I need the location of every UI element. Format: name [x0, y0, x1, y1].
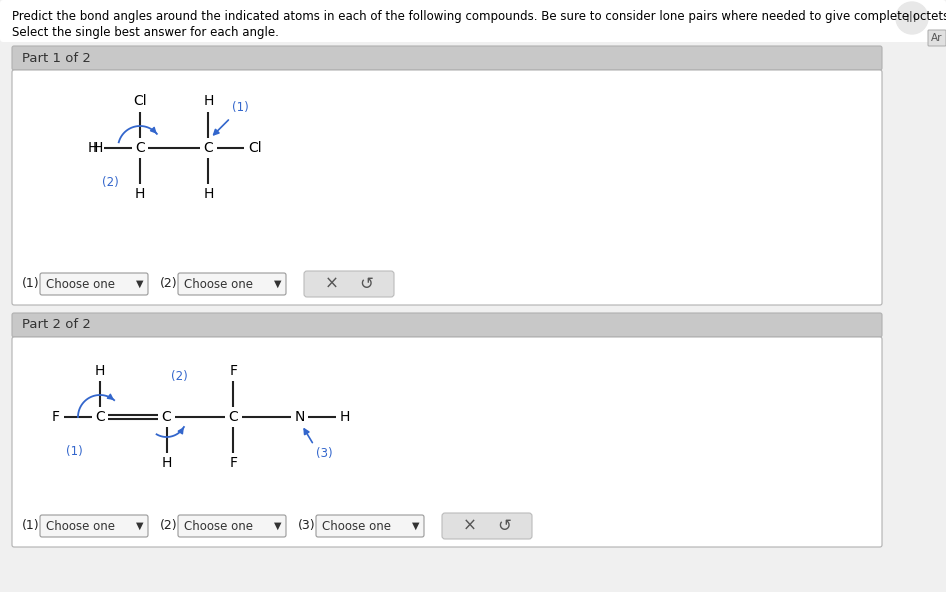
Circle shape: [896, 2, 928, 34]
Text: H: H: [93, 141, 103, 155]
Text: H: H: [340, 410, 350, 424]
Text: H: H: [162, 456, 172, 470]
FancyBboxPatch shape: [0, 0, 946, 42]
Text: ▼: ▼: [274, 521, 282, 531]
Text: Choose one: Choose one: [322, 520, 391, 532]
Text: Part 2 of 2: Part 2 of 2: [22, 318, 91, 332]
Text: C: C: [135, 141, 145, 155]
Text: Select the single best answer for each angle.: Select the single best answer for each a…: [12, 26, 279, 39]
Text: ▼: ▼: [274, 279, 282, 289]
Text: Predict the bond angles around the indicated atoms in each of the following comp: Predict the bond angles around the indic…: [12, 10, 946, 23]
Text: (3): (3): [298, 520, 316, 532]
Text: C: C: [162, 410, 171, 424]
Text: (1): (1): [22, 520, 40, 532]
Text: H: H: [95, 364, 105, 378]
Text: Part 1 of 2: Part 1 of 2: [22, 52, 91, 65]
FancyBboxPatch shape: [442, 513, 532, 539]
FancyBboxPatch shape: [178, 273, 286, 295]
FancyBboxPatch shape: [178, 515, 286, 537]
FancyBboxPatch shape: [40, 273, 148, 295]
Text: Cl: Cl: [133, 94, 147, 108]
Text: Choose one: Choose one: [46, 520, 115, 532]
Text: (2): (2): [102, 176, 119, 189]
Text: (1): (1): [66, 445, 82, 458]
Text: H: H: [228, 456, 238, 470]
Text: ↺: ↺: [359, 275, 373, 293]
Text: ×: ×: [463, 517, 477, 535]
FancyBboxPatch shape: [12, 337, 882, 547]
Text: ×: ×: [325, 275, 339, 293]
Text: H: H: [88, 141, 98, 155]
Text: C: C: [96, 410, 105, 424]
Text: (2): (2): [170, 370, 187, 383]
Text: Choose one: Choose one: [184, 520, 253, 532]
FancyBboxPatch shape: [12, 313, 882, 337]
Text: C: C: [203, 141, 213, 155]
Text: ılı: ılı: [906, 11, 918, 25]
Text: Choose one: Choose one: [46, 278, 115, 291]
Text: (1): (1): [22, 278, 40, 291]
Text: C: C: [228, 410, 238, 424]
Text: H: H: [203, 94, 214, 108]
Text: F: F: [52, 410, 60, 424]
Text: (3): (3): [316, 447, 332, 460]
Text: ▼: ▼: [136, 521, 144, 531]
FancyBboxPatch shape: [12, 70, 882, 305]
Text: (1): (1): [233, 101, 249, 114]
FancyBboxPatch shape: [304, 271, 394, 297]
Text: (2): (2): [160, 278, 178, 291]
FancyBboxPatch shape: [40, 515, 148, 537]
Text: Cl: Cl: [249, 141, 262, 155]
Text: F: F: [229, 364, 237, 378]
Text: H: H: [203, 187, 214, 201]
Text: Choose one: Choose one: [184, 278, 253, 291]
Text: ▼: ▼: [136, 279, 144, 289]
Text: Ar: Ar: [931, 33, 943, 43]
FancyBboxPatch shape: [928, 30, 946, 46]
Text: H: H: [135, 187, 145, 201]
Text: (2): (2): [160, 520, 178, 532]
FancyBboxPatch shape: [316, 515, 424, 537]
Text: ↺: ↺: [497, 517, 511, 535]
Text: F: F: [229, 456, 237, 470]
FancyBboxPatch shape: [12, 46, 882, 70]
Text: ▼: ▼: [412, 521, 420, 531]
Text: N: N: [294, 410, 305, 424]
